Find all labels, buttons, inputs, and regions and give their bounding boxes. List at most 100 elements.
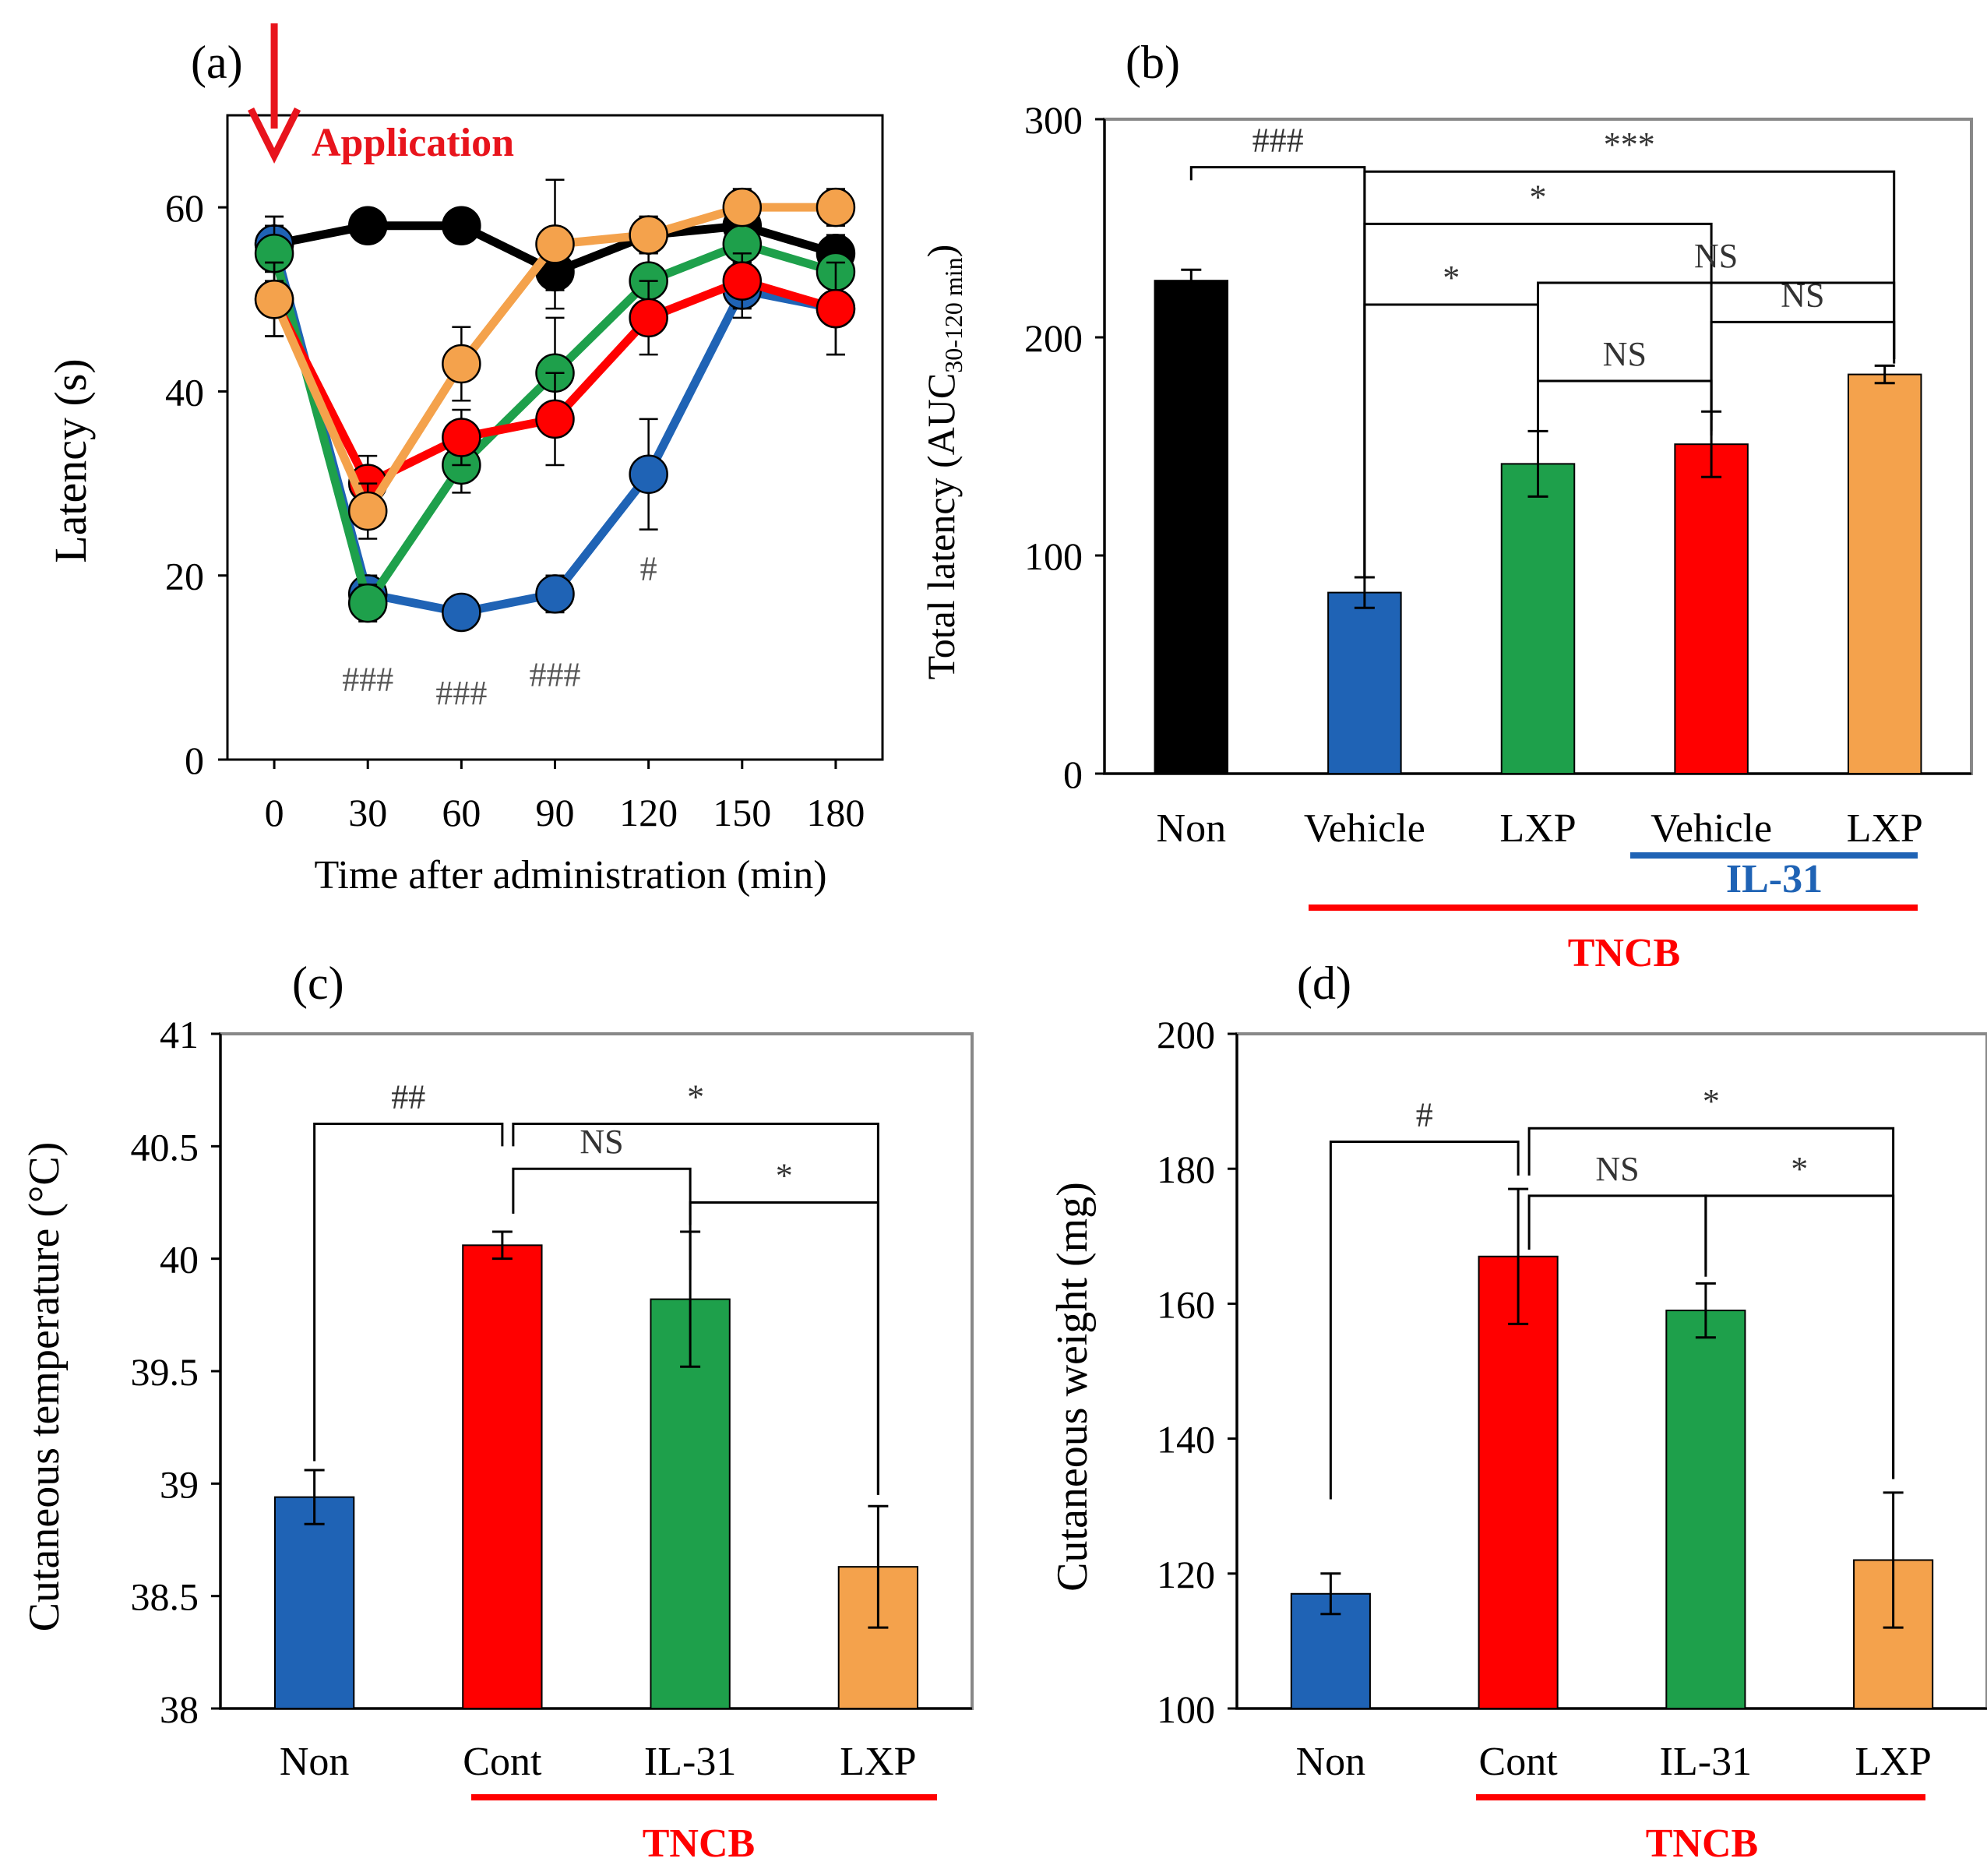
category-label: Cont — [463, 1740, 542, 1784]
x-tick-label: 0 — [265, 791, 284, 834]
significance-bracket — [1329, 1141, 1520, 1500]
significance-label: NS — [1595, 1150, 1639, 1188]
bar-2 — [1665, 1310, 1746, 1710]
y-tick-label: 38 — [160, 1687, 199, 1731]
data-point — [347, 206, 388, 246]
significance-bracket — [1704, 1194, 1895, 1479]
panel-b: (b) 0 100 200 300 Total latency (AUC30-120 mi… — [919, 37, 1973, 975]
panel-label: (a) — [191, 37, 243, 88]
category-label: Vehicle — [1651, 806, 1772, 851]
y-tick-label: 20 — [165, 555, 204, 598]
significance-label: * — [1791, 1150, 1808, 1188]
category-label: LXP — [1847, 806, 1923, 851]
category-label: Cont — [1479, 1740, 1559, 1784]
y-axis-label-close: ) — [919, 245, 963, 258]
x-tick-label: 120 — [619, 791, 678, 834]
y-tick-label: 100 — [1157, 1687, 1215, 1731]
significance-bracket — [313, 1122, 504, 1462]
group-label: TNCB — [1646, 1821, 1758, 1866]
category-label: LXP — [1855, 1740, 1932, 1784]
group-label: TNCB — [1568, 931, 1680, 975]
x-tick-label: 150 — [713, 791, 771, 834]
significance-label: ### — [1252, 122, 1304, 160]
category-label: IL-31 — [1660, 1740, 1752, 1784]
y-axis-label: Total latency (AUC30-120 min) — [919, 245, 967, 680]
category-label: Non — [1157, 806, 1227, 851]
significance-mark: ### — [342, 660, 393, 698]
application-annotation: Application — [312, 121, 514, 165]
data-point — [347, 583, 388, 623]
significance-label: * — [776, 1157, 793, 1195]
application-arrow-icon — [248, 107, 301, 164]
y-tick-label: 200 — [1157, 1013, 1215, 1056]
y-axis-label: Cutaneous temperature (°C) — [20, 1142, 69, 1632]
category-label: Non — [280, 1740, 350, 1784]
significance-label: # — [1416, 1096, 1433, 1134]
bar-1 — [1327, 591, 1402, 774]
bar-3 — [1674, 443, 1749, 774]
data-point — [254, 280, 294, 319]
category-label: IL-31 — [644, 1740, 736, 1784]
y-tick-label: 40.5 — [131, 1125, 199, 1169]
y-tick-label: 120 — [1157, 1553, 1215, 1596]
data-point — [535, 224, 575, 264]
data-point — [816, 187, 856, 227]
y-tick-label: 39.5 — [131, 1350, 199, 1394]
y-tick-label: 140 — [1157, 1418, 1215, 1462]
significance-label: * — [1530, 178, 1547, 216]
data-point — [442, 344, 481, 384]
data-point — [442, 592, 481, 633]
x-tick-label: 30 — [348, 791, 387, 834]
group-label: TNCB — [643, 1821, 755, 1866]
data-point — [722, 261, 763, 301]
data-point — [629, 454, 668, 495]
significance-mark: ### — [530, 655, 581, 693]
y-tick-label: 41 — [160, 1013, 199, 1056]
bar-1 — [462, 1244, 543, 1709]
significance-bracket — [1710, 320, 1896, 432]
category-label: LXP — [840, 1740, 916, 1784]
bar-0 — [1154, 280, 1229, 774]
y-tick-label: 160 — [1157, 1282, 1215, 1326]
y-tick-label: 100 — [1024, 534, 1083, 578]
data-point — [442, 206, 481, 246]
y-tick-label: 38.5 — [131, 1575, 199, 1619]
data-point — [629, 215, 668, 255]
panel-label: (d) — [1297, 957, 1351, 1009]
category-label: LXP — [1499, 806, 1576, 851]
panel-label: (c) — [292, 957, 344, 1009]
y-tick-label: 0 — [1063, 753, 1083, 796]
bar-2 — [1500, 463, 1576, 775]
bar-0 — [273, 1496, 355, 1709]
significance-label: *** — [1604, 125, 1655, 164]
data-point — [816, 288, 856, 329]
y-tick-label: 180 — [1157, 1148, 1215, 1191]
x-tick-label: 90 — [536, 791, 575, 834]
significance-mark: # — [640, 550, 657, 588]
significance-bracket — [512, 1167, 692, 1225]
data-point — [442, 418, 481, 457]
group-label: IL-31 — [1726, 857, 1823, 901]
y-axis-label: Cutaneous weight (mg) — [1048, 1182, 1097, 1592]
category-label: Non — [1296, 1740, 1366, 1784]
panel-label: (b) — [1126, 37, 1180, 88]
x-tick-label: 60 — [442, 791, 481, 834]
y-axis-label-subscript: 30-120 min — [939, 257, 967, 372]
panel-a: (a) 0 20 40 60 0 30 60 90 120 150 180 Time after adm… — [45, 23, 884, 897]
significance-bracket — [689, 1201, 879, 1495]
significance-label: * — [1703, 1082, 1720, 1120]
significance-label: * — [687, 1077, 704, 1116]
significance-label: NS — [1694, 237, 1738, 275]
y-tick-label: 40 — [165, 370, 204, 414]
significance-label: NS — [1603, 335, 1647, 373]
data-point — [629, 298, 668, 338]
y-tick-label: 200 — [1024, 316, 1083, 360]
y-axis-label: Latency (s) — [45, 358, 96, 562]
x-tick-label: 180 — [806, 791, 865, 834]
y-tick-label: 60 — [165, 186, 204, 230]
significance-label: ## — [391, 1077, 425, 1116]
significance-label: * — [1443, 259, 1460, 297]
data-point — [535, 574, 575, 614]
y-tick-label: 300 — [1024, 98, 1083, 142]
